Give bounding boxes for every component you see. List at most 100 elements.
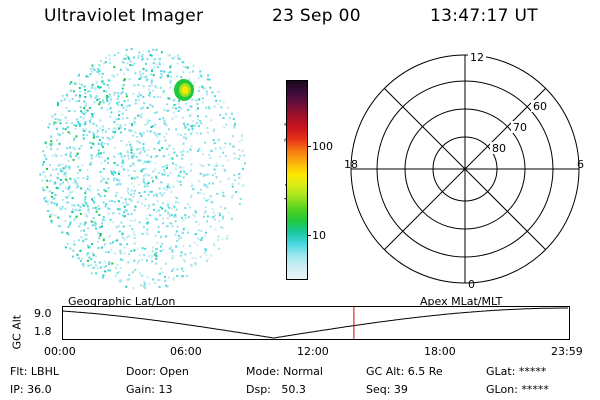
uv-speckle	[119, 183, 122, 186]
uv-speckle	[213, 128, 215, 131]
uv-speckle	[148, 161, 150, 164]
uv-speckle	[213, 218, 216, 221]
uv-speckle	[50, 135, 53, 138]
uv-speckle	[92, 266, 95, 269]
uv-speckle	[132, 164, 135, 167]
uv-speckle	[79, 222, 82, 225]
uv-speckle	[108, 79, 111, 82]
uv-speckle	[103, 219, 106, 222]
uv-speckle	[145, 75, 148, 78]
uv-speckle	[102, 125, 104, 128]
uv-speckle	[72, 139, 75, 142]
uv-speckle	[169, 245, 172, 248]
uv-speckle	[82, 263, 85, 266]
uv-speckle	[55, 204, 58, 207]
uv-speckle	[178, 58, 181, 60]
uv-speckle	[144, 286, 147, 289]
uv-speckle	[162, 155, 165, 158]
uv-speckle	[74, 180, 77, 183]
uv-speckle	[138, 152, 141, 155]
uv-speckle	[89, 189, 92, 192]
x-tick-0000: 00:00	[44, 345, 76, 358]
uv-speckle	[79, 90, 82, 93]
uv-speckle	[152, 89, 155, 92]
uv-speckle	[167, 276, 170, 279]
uv-speckle	[174, 196, 177, 199]
uv-speckle	[85, 204, 88, 206]
uv-speckle	[50, 148, 53, 150]
uv-speckle	[111, 172, 114, 175]
uv-speckle	[171, 157, 174, 160]
uv-speckle	[222, 101, 225, 104]
uv-speckle	[159, 86, 162, 89]
uv-speckle	[52, 197, 55, 200]
uv-speckle	[140, 94, 142, 97]
uv-speckle	[230, 196, 233, 199]
uv-speckle	[82, 129, 85, 132]
uv-speckle	[117, 52, 120, 54]
uv-speckle	[115, 267, 118, 270]
uv-speckle	[160, 267, 163, 270]
uv-speckle	[155, 210, 158, 213]
lat-label-60: 60	[533, 100, 547, 113]
uv-speckle	[234, 179, 237, 182]
uv-speckle	[95, 208, 98, 211]
uv-speckle	[154, 123, 157, 126]
uv-speckle	[182, 231, 185, 234]
uv-speckle	[224, 195, 227, 198]
uv-speckle	[124, 128, 127, 131]
uv-speckle	[93, 68, 96, 71]
uv-speckle	[163, 173, 166, 176]
uv-speckle	[158, 63, 161, 66]
uv-speckle	[167, 183, 170, 186]
uv-speckle	[60, 154, 63, 157]
uv-speckle	[189, 132, 192, 135]
uv-speckle	[113, 179, 116, 182]
uv-speckle	[108, 127, 111, 130]
uv-speckle	[106, 137, 109, 139]
uv-speckle	[71, 197, 74, 200]
uv-speckle	[173, 205, 176, 208]
uv-speckle	[173, 276, 176, 279]
uv-speckle	[172, 254, 174, 257]
uv-speckle	[114, 131, 116, 134]
uv-speckle	[199, 188, 202, 191]
uv-speckle	[56, 101, 59, 104]
uv-speckle	[107, 182, 110, 185]
uv-speckle	[83, 138, 85, 141]
uv-speckle	[65, 179, 68, 182]
uv-speckle	[123, 155, 126, 158]
uv-speckle	[105, 56, 107, 59]
uv-speckle	[125, 95, 128, 98]
uv-speckle	[42, 171, 45, 174]
uv-speckle	[69, 146, 71, 149]
uv-speckle	[190, 196, 192, 199]
uv-speckle	[136, 247, 139, 250]
uv-speckle	[66, 147, 69, 150]
uv-speckle	[148, 174, 151, 177]
uv-speckle	[123, 78, 126, 81]
uv-speckle	[162, 90, 165, 93]
uv-speckle	[94, 206, 97, 209]
uv-speckle	[107, 96, 110, 99]
uv-speckle	[172, 185, 175, 188]
uv-speckle	[117, 104, 120, 107]
uv-speckle	[207, 257, 210, 260]
uv-speckle	[97, 142, 100, 145]
uv-speckle	[87, 252, 90, 254]
uv-speckle	[140, 116, 143, 119]
uv-speckle	[179, 166, 182, 169]
uv-speckle	[138, 78, 141, 80]
uv-speckle	[164, 279, 167, 282]
uv-speckle	[127, 235, 130, 238]
uv-speckle	[89, 263, 92, 266]
uv-speckle	[160, 181, 163, 184]
uv-speckle	[63, 97, 66, 100]
uv-speckle	[146, 154, 149, 157]
uv-speckle	[107, 157, 110, 160]
uv-speckle	[143, 185, 146, 188]
uv-speckle	[103, 243, 106, 246]
uv-speckle	[137, 95, 140, 98]
uv-speckle	[123, 252, 126, 255]
uv-speckle	[125, 285, 128, 288]
